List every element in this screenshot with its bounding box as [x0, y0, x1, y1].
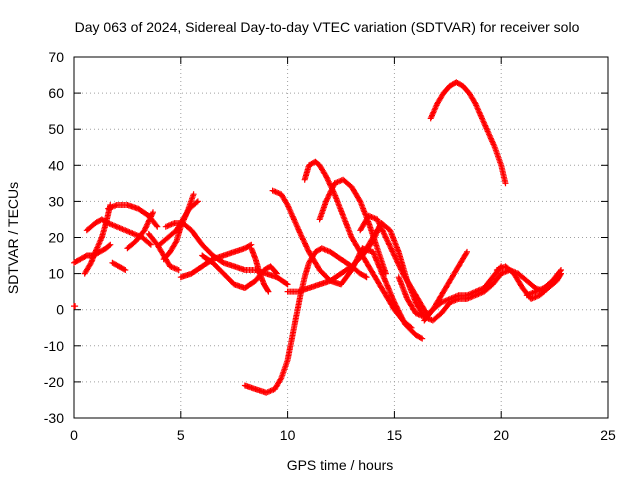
x-tick-label: 5 — [177, 427, 185, 443]
data-point-markers — [109, 259, 129, 273]
series-arc6 — [109, 259, 129, 273]
axis-ticks: -30 -20 -10 0 10 20 30 40 50 60 70 0 5 10 15 20 25 — [44, 49, 616, 443]
data-point-markers — [316, 176, 389, 277]
series-arc3 — [81, 202, 114, 277]
y-tick-label: 0 — [56, 302, 64, 318]
y-tick-label: 30 — [48, 193, 64, 209]
series-arc18 — [316, 176, 389, 277]
data-point-markers — [71, 303, 79, 310]
data-point-markers — [81, 202, 114, 277]
data-point-markers — [493, 263, 564, 302]
y-tick-label: 60 — [48, 85, 64, 101]
series-arc24 — [493, 263, 564, 302]
series-arc14 — [248, 245, 272, 295]
y-tick-label: 50 — [48, 121, 64, 137]
y-tick-label: -20 — [44, 374, 64, 390]
x-tick-label: 25 — [600, 427, 616, 443]
x-tick-label: 10 — [280, 427, 296, 443]
data-point-markers — [427, 79, 509, 187]
x-tick-label: 0 — [70, 427, 78, 443]
y-tick-label: 70 — [48, 49, 64, 65]
x-axis-label: GPS time / hours — [287, 457, 394, 473]
y-axis-label: SDTVAR / TECUs — [5, 182, 21, 294]
y-tick-label: 20 — [48, 230, 64, 246]
x-tick-label: 15 — [387, 427, 403, 443]
data-marks — [71, 79, 564, 396]
data-point-markers — [523, 267, 564, 299]
series-arc21 — [361, 220, 547, 324]
series-arc7 — [124, 209, 156, 252]
data-point-markers — [421, 263, 505, 324]
data-point-markers — [248, 245, 272, 295]
series-arc25 — [523, 267, 564, 299]
data-point-markers — [361, 220, 547, 324]
series-arc23 — [421, 263, 505, 324]
data-point-markers — [124, 209, 156, 252]
y-tick-label: -30 — [44, 410, 64, 426]
x-tick-label: 20 — [493, 427, 509, 443]
series-arc12 — [177, 241, 255, 281]
y-tick-label: 10 — [48, 266, 64, 282]
y-tick-label: -10 — [44, 338, 64, 354]
data-point-markers — [301, 158, 415, 331]
series-arc26 — [427, 79, 509, 187]
series-arc1 — [71, 303, 79, 310]
chart-title: Day 063 of 2024, Sidereal Day-to-day VTE… — [75, 19, 580, 35]
series-arc17 — [301, 158, 415, 331]
data-point-markers — [177, 241, 255, 281]
y-tick-label: 40 — [48, 157, 64, 173]
